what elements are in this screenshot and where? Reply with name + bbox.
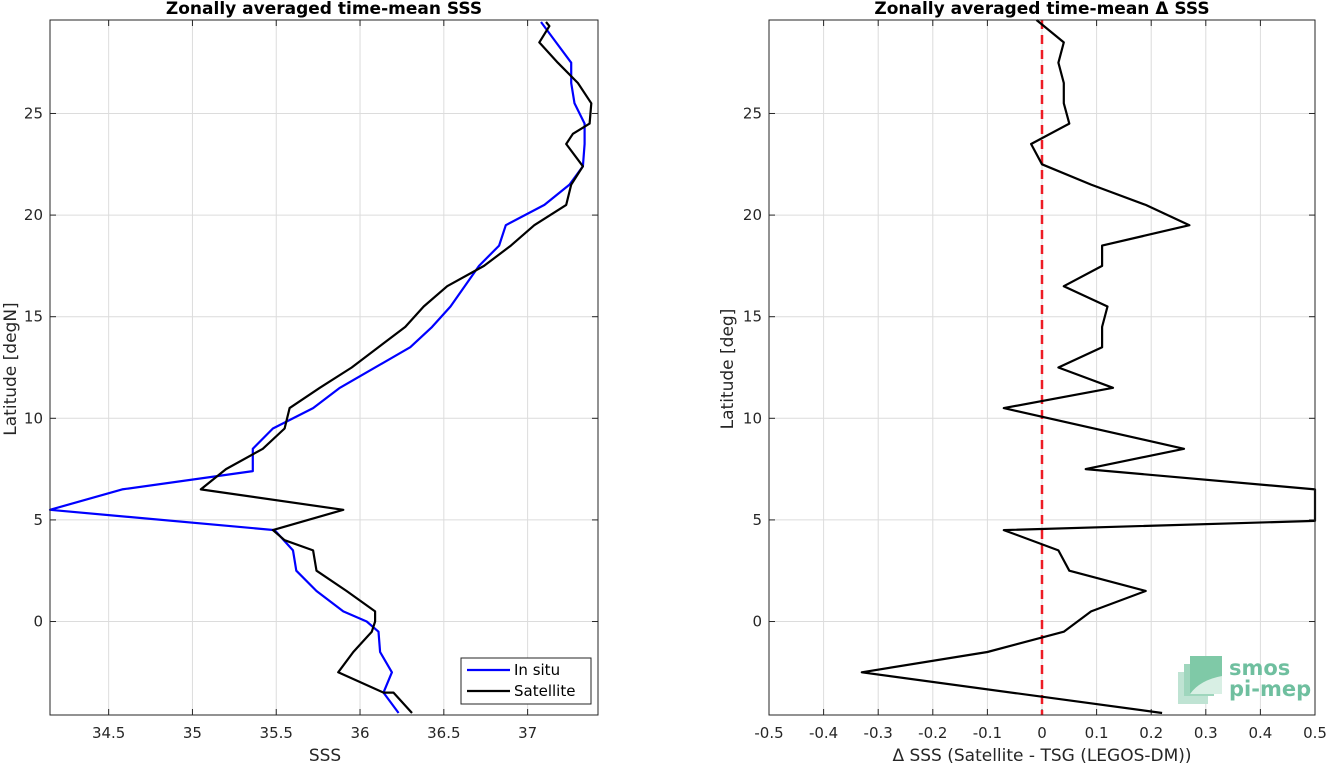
sss-title: Zonally averaged time-mean SSS [166, 0, 482, 19]
legend-insitu-label: In situ [514, 661, 560, 679]
logo-layers-icon [1178, 656, 1222, 704]
sss-x-tick-label: 36.5 [427, 724, 460, 742]
sss-y-tick-label: 0 [33, 613, 43, 631]
delta-x-tick-label: 0.4 [1248, 724, 1272, 742]
sss-y-tick-label: 5 [33, 511, 43, 529]
smos-pimep-logo: smos pi-mep [1178, 656, 1311, 704]
delta-x-tick-label: 0.5 [1303, 724, 1327, 742]
delta-x-tick-label: -0.4 [809, 724, 838, 742]
delta-x-tick-label: 0.2 [1139, 724, 1163, 742]
delta-y-tick-label: 0 [752, 613, 762, 631]
sss-x-tick-label: 34.5 [92, 724, 125, 742]
logo-line1: smos [1229, 656, 1290, 680]
delta-x-tick-label: 0.3 [1194, 724, 1218, 742]
delta-x-tick-label: -0.1 [973, 724, 1002, 742]
delta-x-tick-label: -0.3 [864, 724, 893, 742]
legend-satellite-label: Satellite [514, 682, 575, 700]
delta-y-ticks: 0 5 10 15 20 25 [743, 104, 1315, 631]
legend-box [460, 657, 592, 705]
delta-x-tick-label: 0 [1037, 724, 1047, 742]
sss-series [48, 21, 593, 714]
sss-y-ticks: 0 5 10 15 20 25 [24, 104, 598, 631]
sss-legend: In situ Satellite [460, 657, 592, 705]
delta-sss-panel: Zonally averaged time-mean Δ SSS Δ SSS (… [718, 0, 1327, 764]
logo-line2: pi-mep [1229, 677, 1311, 701]
sss-series-in-situ-line [48, 21, 586, 714]
delta-y-tick-label: 5 [752, 511, 762, 529]
delta-grid [768, 20, 1316, 715]
delta-title: Zonally averaged time-mean Δ SSS [874, 0, 1209, 19]
sss-x-tick-label: 36 [350, 724, 369, 742]
delta-y-tick-label: 25 [743, 104, 762, 122]
sss-series-satellite-line [199, 21, 593, 714]
delta-x-label: Δ SSS (Satellite - TSG (LEGOS-DM)) [892, 746, 1191, 764]
sss-y-tick-label: 10 [24, 409, 43, 427]
delta-x-tick-label: -0.5 [754, 724, 783, 742]
sss-x-tick-label: 35.5 [260, 724, 293, 742]
delta-axes-box [768, 19, 1316, 716]
sss-x-label: SSS [309, 746, 341, 764]
sss-axes-box [49, 19, 599, 716]
sss-x-ticks: 34.5 35 35.5 36 36.5 37 [92, 20, 537, 742]
delta-x-ticks: -0.5 -0.4 -0.3 -0.2 -0.1 0 0.1 0.2 0.3 0.4 0.5 [754, 20, 1327, 742]
sss-y-label: Latitude [degN] [1, 302, 21, 435]
delta-x-tick-label: -0.2 [918, 724, 947, 742]
sss-x-tick-label: 35 [183, 724, 202, 742]
delta-series [860, 19, 1317, 715]
sss-y-tick-label: 15 [24, 308, 43, 326]
sss-y-tick-label: 20 [24, 206, 43, 224]
delta-y-label: Latitude [deg] [718, 309, 738, 430]
delta-x-tick-label: 0.1 [1085, 724, 1109, 742]
sss-y-tick-label: 25 [24, 104, 43, 122]
delta-y-tick-label: 15 [743, 308, 762, 326]
delta-series-delta-line [860, 19, 1317, 715]
sss-panel: Zonally averaged time-mean SSS SSS Latit… [1, 0, 599, 764]
delta-y-tick-label: 10 [743, 409, 762, 427]
delta-y-tick-label: 20 [743, 206, 762, 224]
sss-grid [50, 20, 598, 715]
sss-x-tick-label: 37 [518, 724, 537, 742]
